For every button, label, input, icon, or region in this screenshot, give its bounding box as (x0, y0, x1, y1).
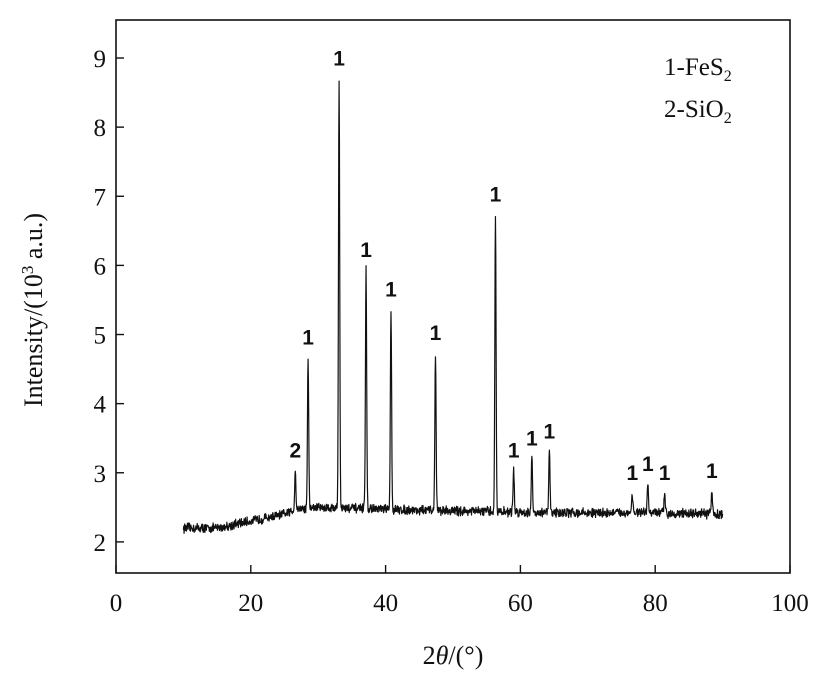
y-tick-label: 3 (94, 461, 107, 488)
peak-label: 1 (526, 428, 538, 451)
legend-item: 1-FeS2 (664, 54, 732, 85)
plot-frame (115, 19, 791, 574)
peak-label: 1 (333, 47, 345, 70)
y-tick-label: 9 (94, 46, 107, 73)
xrd-pattern-line (182, 80, 724, 534)
peak-label: 1 (706, 460, 718, 483)
peak-label: 1 (490, 184, 502, 207)
peak-label: 1 (430, 322, 442, 345)
peak-label: 1 (385, 278, 397, 301)
y-tick-label: 7 (94, 184, 107, 211)
legend: 1-FeS2 2-SiO2 (664, 54, 732, 127)
series (182, 80, 724, 534)
x-tick-label: 80 (643, 590, 668, 617)
peak-label: 1 (508, 439, 520, 462)
y-tick-label: 6 (94, 253, 107, 280)
y-tick-label: 4 (94, 392, 107, 419)
y-tick-label: 8 (94, 115, 107, 142)
x-tick-label: 0 (110, 590, 123, 617)
peak-label: 2 (289, 439, 301, 462)
peak-label: 1 (626, 462, 638, 485)
x-axis-title: 2θ/(°) (423, 641, 484, 670)
legend-item: 2-SiO2 (664, 96, 732, 127)
peak-label: 1 (544, 421, 556, 444)
x-tick-label: 20 (238, 590, 263, 617)
ticks: 0 20 40 60 80 100 2 3 4 5 6 7 8 9 (94, 46, 809, 617)
x-tick-label: 40 (373, 590, 398, 617)
x-tick-label: 100 (771, 590, 809, 617)
y-tick-label: 2 (94, 530, 107, 557)
y-tick-label: 5 (94, 323, 107, 350)
x-tick-label: 60 (508, 590, 533, 617)
peak-label: 1 (360, 239, 372, 262)
peak-label: 1 (659, 462, 671, 485)
axes (115, 19, 791, 574)
peak-label: 1 (302, 327, 314, 350)
y-axis-title: Intensity/(103 a.u.) (18, 213, 48, 407)
peak-label: 1 (642, 453, 654, 476)
